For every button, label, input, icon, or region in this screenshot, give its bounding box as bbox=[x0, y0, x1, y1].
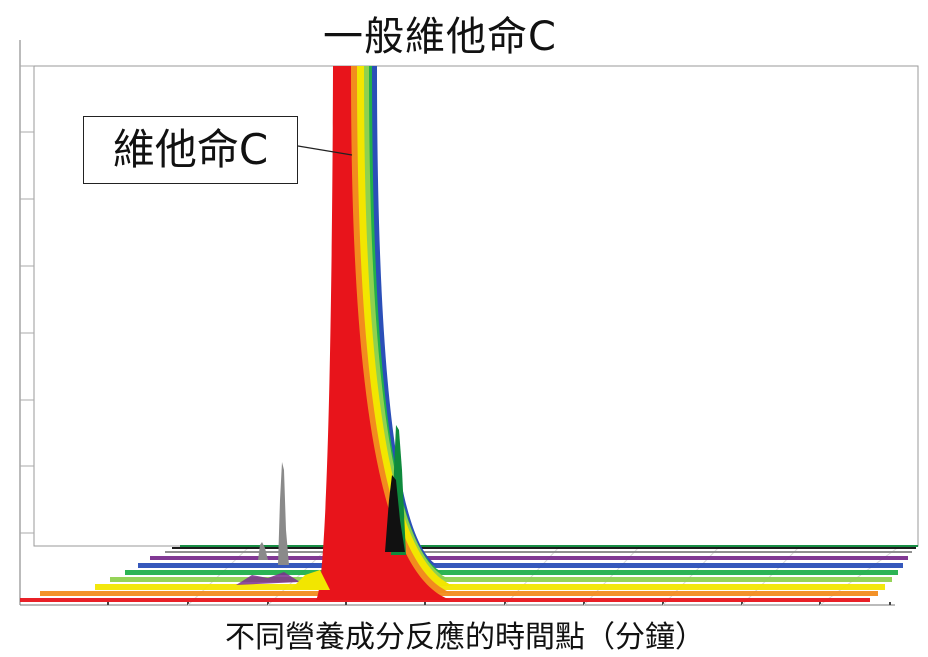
x-tick bbox=[345, 602, 347, 605]
trace-baseline bbox=[110, 577, 892, 582]
trace-baseline bbox=[125, 570, 898, 575]
depth-guide bbox=[741, 545, 801, 606]
trace-baseline bbox=[95, 584, 885, 590]
chart-title: 一般維他命C bbox=[323, 14, 557, 60]
trace-peaks bbox=[236, 66, 454, 600]
depth-guide bbox=[187, 545, 251, 606]
depth-guides bbox=[187, 545, 901, 606]
x-tick bbox=[424, 602, 426, 605]
x-tick bbox=[741, 602, 743, 605]
depth-guide bbox=[504, 545, 561, 606]
annotation-leader bbox=[297, 145, 353, 156]
x-tick bbox=[504, 602, 506, 605]
trace-baseline bbox=[40, 591, 878, 596]
x-tick bbox=[267, 602, 269, 605]
trace-baseline bbox=[165, 551, 912, 553]
y-axis-ticks bbox=[20, 65, 34, 534]
depth-guide bbox=[662, 545, 721, 606]
x-tick bbox=[819, 602, 821, 605]
x-axis-title: 不同營養成分反應的時間點（分鐘） bbox=[225, 620, 705, 655]
x-tick bbox=[583, 602, 585, 605]
minor-peak-yellow bbox=[290, 570, 330, 590]
peak-annotation-label: 維他命C bbox=[83, 116, 298, 184]
secondary-peak-gray-small bbox=[258, 542, 268, 560]
x-tick bbox=[662, 602, 664, 605]
depth-guide bbox=[819, 545, 901, 606]
secondary-peak-gray bbox=[278, 462, 289, 565]
depth-guide bbox=[583, 545, 641, 606]
peak-red bbox=[316, 66, 451, 600]
x-tick bbox=[107, 602, 109, 605]
x-tick bbox=[889, 602, 891, 605]
trace-baseline bbox=[138, 563, 903, 568]
trace-baselines bbox=[20, 545, 918, 602]
secondary-peak-black bbox=[385, 475, 405, 552]
x-tick bbox=[187, 602, 189, 605]
minor-peak-purple bbox=[236, 572, 300, 585]
trace-baseline bbox=[180, 545, 918, 547]
x-axis-ticks bbox=[107, 602, 891, 605]
